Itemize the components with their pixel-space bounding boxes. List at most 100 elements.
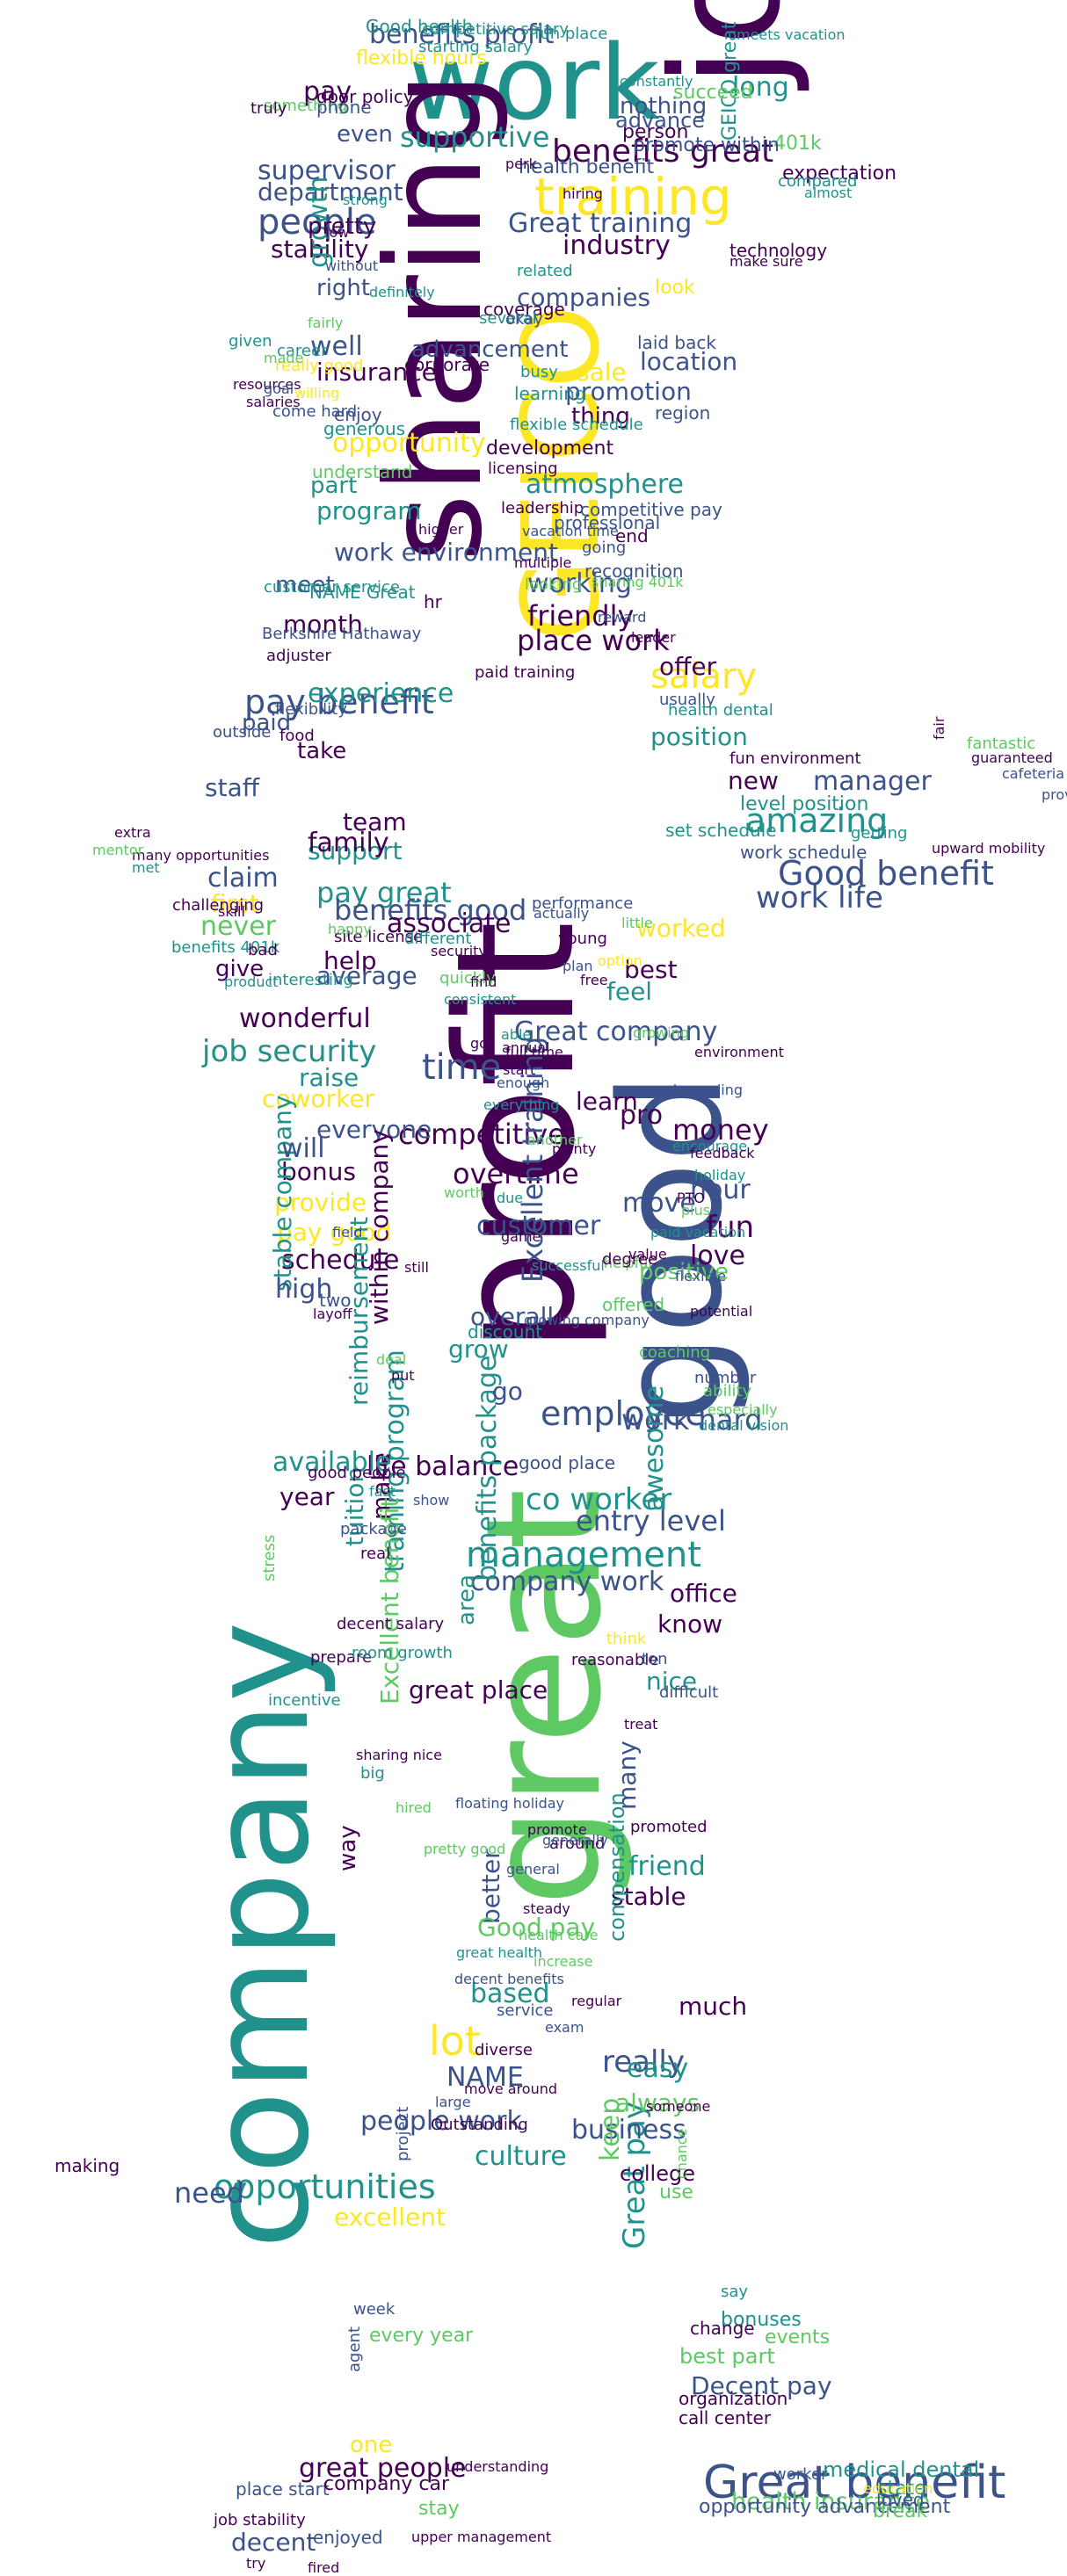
- cloud-word-right: right: [316, 275, 371, 301]
- cloud-word-events: events: [765, 2326, 831, 2348]
- cloud-word-promote: promote: [527, 1821, 587, 1838]
- cloud-word-supportive: supportive: [400, 120, 550, 154]
- cloud-word-decent: decent: [231, 2528, 316, 2557]
- cloud-word-growing: growing: [633, 1024, 689, 1041]
- cloud-word-promoted: promoted: [630, 1818, 708, 1836]
- cloud-word-enjoy: enjoy: [334, 404, 382, 425]
- cloud-word-give: give: [215, 956, 265, 982]
- cloud-word-overall: overall: [470, 1302, 555, 1331]
- cloud-word-fantastic: fantastic: [967, 734, 1036, 753]
- cloud-word-will: will: [281, 1133, 325, 1164]
- cloud-word-lot: lot: [429, 2017, 481, 2065]
- cloud-word-going: going: [582, 539, 627, 557]
- cloud-word-reasonable: reasonable: [571, 1651, 659, 1669]
- cloud-word-pretty: pretty: [308, 213, 377, 240]
- cloud-word-within-company: within company: [365, 1129, 394, 1325]
- cloud-word-work-hard: work hard: [621, 1403, 763, 1436]
- cloud-word-succeed: succeed: [673, 82, 753, 104]
- cloud-word-hr: hr: [424, 591, 442, 612]
- cloud-word-really: really: [602, 2044, 685, 2080]
- cloud-word-decent-pay: Decent pay: [691, 2371, 832, 2400]
- cloud-word-organization: organization: [679, 2388, 788, 2409]
- cloud-word-related: related: [517, 262, 573, 280]
- cloud-word-worked: worked: [636, 914, 726, 943]
- cloud-word-fairly: fairly: [308, 315, 344, 331]
- cloud-word-everything: everything: [483, 1096, 560, 1113]
- cloud-word-actually: actually: [534, 905, 590, 922]
- cloud-word-education: education: [863, 2480, 933, 2497]
- cloud-word-encourage: encourage: [672, 1138, 748, 1154]
- cloud-word-goal: goal: [264, 380, 294, 397]
- cloud-word-two: two: [319, 1290, 352, 1311]
- cloud-word-bad: bad: [248, 941, 278, 959]
- cloud-word-pretty-good: pretty good: [424, 1841, 506, 1857]
- cloud-word-around: around: [549, 1834, 606, 1853]
- cloud-word-treat: treat: [624, 1716, 658, 1733]
- cloud-word-floating-holiday: floating holiday: [455, 1795, 565, 1812]
- cloud-word-industry: industry: [563, 230, 671, 261]
- cloud-word-ton: ton: [642, 1650, 668, 1668]
- cloud-word-plenty: plenty: [552, 1140, 597, 1157]
- cloud-word-decent-benefits: decent benefits: [454, 1971, 564, 1987]
- cloud-word-discount: discount: [468, 1321, 543, 1342]
- cloud-word-much: much: [679, 1992, 748, 2021]
- cloud-word-product: product: [224, 973, 279, 990]
- cloud-word-pro: pro: [620, 1100, 664, 1131]
- cloud-word-strong: strong: [343, 192, 388, 208]
- cloud-word-working: working: [527, 568, 632, 599]
- cloud-word-real: real: [360, 1545, 391, 1563]
- cloud-word-find: find: [470, 973, 497, 990]
- cloud-word-performance: performance: [532, 894, 634, 913]
- cloud-word-offer: offer: [659, 652, 717, 681]
- cloud-word-happy: happy: [328, 921, 372, 937]
- cloud-word-fun: fun: [706, 1210, 755, 1245]
- cloud-word-place-start: place start: [236, 2478, 330, 2500]
- cloud-word-employee: employee: [541, 1394, 706, 1433]
- cloud-word-promotion: promotion: [565, 377, 692, 406]
- cloud-word-enough: enough: [497, 1075, 550, 1091]
- cloud-word-usually: usually: [659, 691, 715, 709]
- cloud-word-family: family: [308, 828, 389, 858]
- cloud-word-way: way: [335, 1825, 361, 1871]
- cloud-word-great-training: Great training: [508, 208, 693, 239]
- cloud-word-berkshire-hathaway: Berkshire Hathaway: [262, 625, 422, 643]
- cloud-word-start: start: [503, 1061, 536, 1078]
- cloud-word-place-work: place work: [517, 624, 670, 657]
- cloud-word-fast: fast: [369, 1483, 396, 1500]
- cloud-word-mentor: mentor: [92, 842, 144, 858]
- cloud-word-end: end: [615, 525, 649, 546]
- cloud-word-perk: perk: [505, 156, 537, 172]
- cloud-word-co-worker: co worker: [526, 1482, 672, 1517]
- cloud-word-several: several: [479, 309, 537, 328]
- cloud-word-understanding: understanding: [446, 2458, 549, 2475]
- cloud-word-opportunities: opportunities: [214, 2167, 436, 2206]
- cloud-word-site-license: site license: [334, 928, 424, 946]
- cloud-word-outstanding: Outstanding: [431, 2116, 528, 2134]
- cloud-word-location: location: [640, 347, 738, 376]
- cloud-word-plan: plan: [563, 958, 593, 974]
- cloud-word-experience: experience: [308, 678, 454, 709]
- cloud-word-quickly: quickly: [439, 969, 496, 988]
- cloud-word-state: state: [877, 2478, 926, 2500]
- cloud-word-making: making: [54, 2155, 120, 2176]
- cloud-word-looking: looking: [525, 575, 583, 594]
- cloud-word-best: best: [624, 955, 678, 984]
- cloud-word-sharing-nice: sharing nice: [356, 1747, 442, 1763]
- cloud-word-learning: learning: [514, 383, 586, 404]
- cloud-word-low: low: [325, 224, 350, 241]
- cloud-word-interesting: interesting: [268, 971, 353, 989]
- cloud-word-meet: meet: [275, 572, 335, 598]
- cloud-word-able: able: [501, 1026, 532, 1043]
- cloud-word-thing: thing: [571, 403, 630, 430]
- cloud-word-support: support: [308, 836, 403, 865]
- cloud-word-take: take: [297, 738, 347, 764]
- cloud-word-move-around: move around: [464, 2080, 558, 2097]
- cloud-word-need: need: [174, 2176, 244, 2210]
- cloud-word-reward: reward: [598, 609, 647, 626]
- cloud-word-coworker: coworker: [262, 1084, 375, 1113]
- cloud-word-depending: depending: [668, 1082, 744, 1098]
- cloud-word-diverse: diverse: [475, 2041, 534, 2059]
- cloud-word-incentive: incentive: [268, 1691, 341, 1710]
- cloud-word-never: never: [200, 911, 277, 942]
- cloud-word-program: program: [316, 496, 422, 525]
